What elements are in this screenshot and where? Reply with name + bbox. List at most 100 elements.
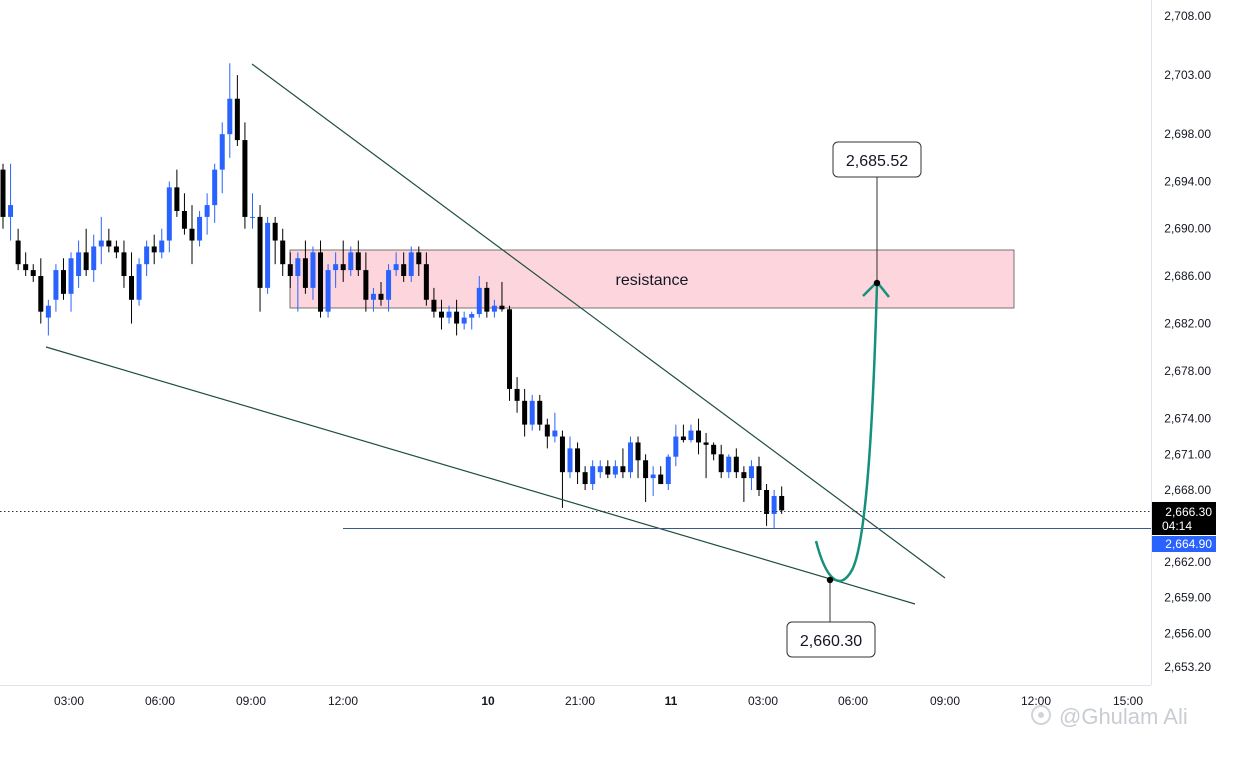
current-price-value: 2,666.30: [1165, 505, 1212, 519]
price-axis[interactable]: 2,708.00 2,703.00 2,698.00 2,694.00 2,690.00…: [1164, 9, 1211, 674]
candle: [53, 264, 59, 312]
candle: [741, 466, 747, 502]
candle: [287, 252, 293, 288]
candle-body: [484, 287, 490, 312]
candle-body: [469, 314, 475, 318]
y-tick-label: 2,656.00: [1164, 627, 1211, 641]
candle: [423, 252, 429, 306]
candle-body: [204, 205, 210, 217]
candle: [484, 281, 490, 318]
candle-body: [733, 456, 739, 473]
candle: [340, 240, 346, 282]
candle: [189, 205, 195, 265]
candle: [174, 169, 180, 217]
candle-body: [30, 270, 36, 276]
candle: [136, 258, 142, 306]
candle: [302, 240, 308, 294]
candle-body: [166, 187, 172, 241]
candle-body: [438, 311, 444, 318]
x-tick-label: 12:00: [1021, 694, 1051, 708]
candle: [249, 193, 255, 229]
candle-body: [643, 460, 649, 479]
horizontal-line-tag: 2,664.90: [1152, 536, 1216, 552]
candle: [386, 264, 392, 312]
candle-body: [340, 264, 346, 271]
target-callout[interactable]: 2,685.52: [832, 141, 922, 287]
candle: [507, 305, 513, 401]
candle-body: [272, 222, 278, 241]
candle-body: [280, 240, 286, 265]
candle-body: [529, 400, 535, 425]
candle: [363, 252, 369, 312]
candle: [348, 246, 354, 276]
candle: [726, 454, 732, 479]
candle-body: [227, 98, 233, 135]
candle-body: [333, 264, 339, 271]
candle-body: [454, 311, 460, 324]
watermark-logo-icon: [1031, 705, 1051, 725]
candle-body: [696, 430, 702, 443]
y-tick-label: 2,698.00: [1164, 127, 1211, 141]
candle-body: [620, 466, 626, 473]
candle: [469, 311, 475, 330]
candle: [673, 424, 679, 467]
time-axis[interactable]: 03:00 06:00 09:00 12:00 10 21:00 11 03:00 06:00 0…: [54, 694, 1143, 708]
candle: [597, 460, 603, 479]
low-point: [826, 576, 834, 584]
candle-body: [711, 444, 717, 455]
candle: [355, 240, 361, 276]
candle-body: [423, 264, 429, 300]
candle-body: [189, 228, 195, 241]
lower-trendline[interactable]: [45, 346, 916, 605]
candle: [113, 240, 119, 259]
resistance-zone[interactable]: resistance: [289, 249, 1015, 309]
candle: [219, 122, 225, 194]
candle: [8, 163, 14, 241]
candle: [0, 163, 6, 229]
candle-body: [635, 442, 641, 461]
candle: [15, 228, 21, 271]
candle-body: [287, 264, 293, 276]
candle-body: [325, 270, 331, 312]
candle-body: [121, 252, 127, 276]
candle: [529, 394, 535, 431]
upper-trendline[interactable]: [251, 63, 946, 579]
candle: [696, 418, 702, 455]
candle-body: [665, 456, 671, 485]
candle: [582, 466, 588, 490]
candle-body: [567, 448, 573, 473]
candle: [620, 448, 626, 479]
candle: [204, 193, 210, 235]
candle: [280, 228, 286, 276]
candle-body: [416, 252, 422, 265]
candle: [461, 311, 467, 330]
candle-body: [295, 258, 301, 276]
candle-body: [461, 317, 467, 324]
candle-body: [431, 299, 437, 312]
candle-body: [370, 293, 376, 300]
candle-body: [401, 264, 407, 276]
candle-body: [15, 240, 21, 265]
low-callout[interactable]: 2,660.30: [786, 576, 876, 658]
x-tick-label: 06:00: [838, 694, 868, 708]
candle-body: [627, 442, 633, 473]
candle: [431, 287, 437, 318]
x-tick-label: 15:00: [1113, 694, 1143, 708]
candle: [91, 234, 97, 282]
candle: [30, 264, 36, 282]
candle-body: [144, 246, 150, 265]
candle: [575, 442, 581, 485]
horizontal-line-value: 2,664.90: [1165, 537, 1212, 551]
y-tick-label: 2,708.00: [1164, 9, 1211, 23]
candle: [234, 75, 240, 146]
projection-curve[interactable]: [814, 283, 879, 583]
candle-body: [212, 169, 218, 206]
x-tick-label: 21:00: [565, 694, 595, 708]
candle: [627, 436, 633, 479]
candle-body: [23, 264, 29, 271]
candle: [605, 460, 611, 479]
candle-body: [53, 270, 59, 300]
candle-body: [76, 252, 82, 276]
resistance-label: resistance: [616, 272, 689, 289]
